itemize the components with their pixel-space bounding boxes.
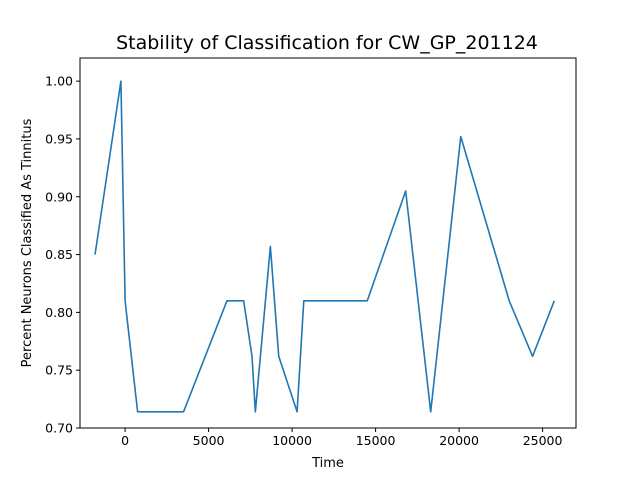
y-tick-label: 0.95	[45, 131, 73, 146]
x-tick-label: 5000	[193, 433, 225, 448]
y-tick-label: 0.85	[45, 247, 73, 262]
chart-title: Stability of Classification for CW_GP_20…	[116, 32, 538, 54]
x-tick-label: 25000	[523, 433, 563, 448]
y-tick-label: 0.80	[45, 305, 73, 320]
series-layer	[94, 80, 556, 413]
plot-area	[80, 58, 576, 428]
plot-frame	[79, 57, 577, 429]
y-axis-label: Percent Neurons Classified As Tinnitus	[20, 118, 35, 367]
x-axis-label: Time	[311, 456, 344, 471]
x-axis-ticks: 0 5000 10000 15000 20000 25000	[121, 428, 563, 448]
y-tick-label: 0.75	[45, 363, 73, 378]
y-axis-ticks: 0.70 0.75 0.80 0.85 0.90 0.95 1.00	[45, 74, 80, 436]
x-tick-label: 20000	[439, 433, 479, 448]
x-tick-label: 0	[121, 433, 129, 448]
x-tick-label: 15000	[356, 433, 396, 448]
y-tick-label: 1.00	[45, 74, 73, 89]
series-line-0	[94, 80, 556, 413]
y-tick-label: 0.70	[45, 421, 73, 436]
x-tick-label: 10000	[272, 433, 312, 448]
y-tick-label: 0.90	[45, 189, 73, 204]
